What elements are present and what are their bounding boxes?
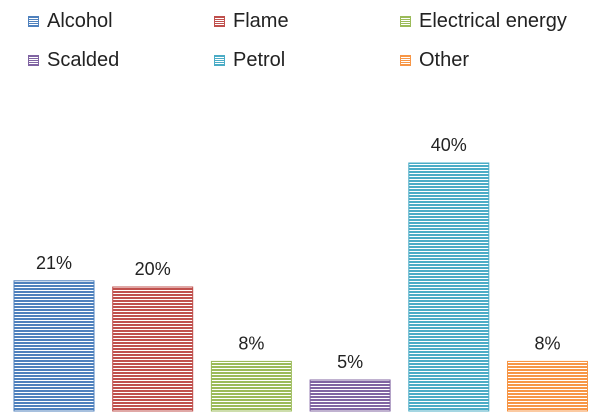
legend-item-scalded: Scalded <box>28 48 119 72</box>
bar-flame <box>112 286 194 412</box>
value-label-electrical-energy: 8% <box>238 333 264 353</box>
legend-item-petrol: Petrol <box>214 48 285 72</box>
legend-label-alcohol: Alcohol <box>47 9 113 32</box>
legend-label-petrol: Petrol <box>233 48 286 71</box>
value-label-petrol: 40% <box>431 135 467 155</box>
value-label-other: 8% <box>534 333 560 353</box>
legend-label-other: Other <box>419 48 470 71</box>
bar-other <box>507 360 588 412</box>
chart-legend: Alcohol Flame Electrical energy Scalded … <box>0 0 600 90</box>
legend-swatch-petrol <box>214 54 225 66</box>
bar-petrol <box>408 162 490 412</box>
legend-swatch-flame <box>214 15 225 27</box>
legend-item-other: Other <box>400 48 469 72</box>
legend-swatch-other <box>400 54 411 66</box>
value-label-alcohol: 21% <box>36 253 72 273</box>
bar-electrical-energy <box>210 360 292 412</box>
bar-scalded <box>309 379 391 412</box>
legend-label-electrical-energy: Electrical energy <box>419 9 567 32</box>
legend-swatch-alcohol <box>28 15 39 27</box>
legend-item-electrical-energy: Electrical energy <box>400 9 567 33</box>
legend-item-alcohol: Alcohol <box>28 9 113 33</box>
legend-label-scalded: Scalded <box>47 48 120 71</box>
legend-item-flame: Flame <box>214 9 289 33</box>
value-label-scalded: 5% <box>337 352 363 372</box>
value-label-flame: 20% <box>135 259 171 279</box>
legend-label-flame: Flame <box>233 9 289 32</box>
bar-alcohol <box>13 280 95 412</box>
legend-swatch-scalded <box>28 54 39 66</box>
legend-swatch-electrical-energy <box>400 15 411 27</box>
bars-layer <box>13 162 588 412</box>
value-labels-layer: 21% 20% 8% 5% 40% 8% <box>36 135 561 372</box>
